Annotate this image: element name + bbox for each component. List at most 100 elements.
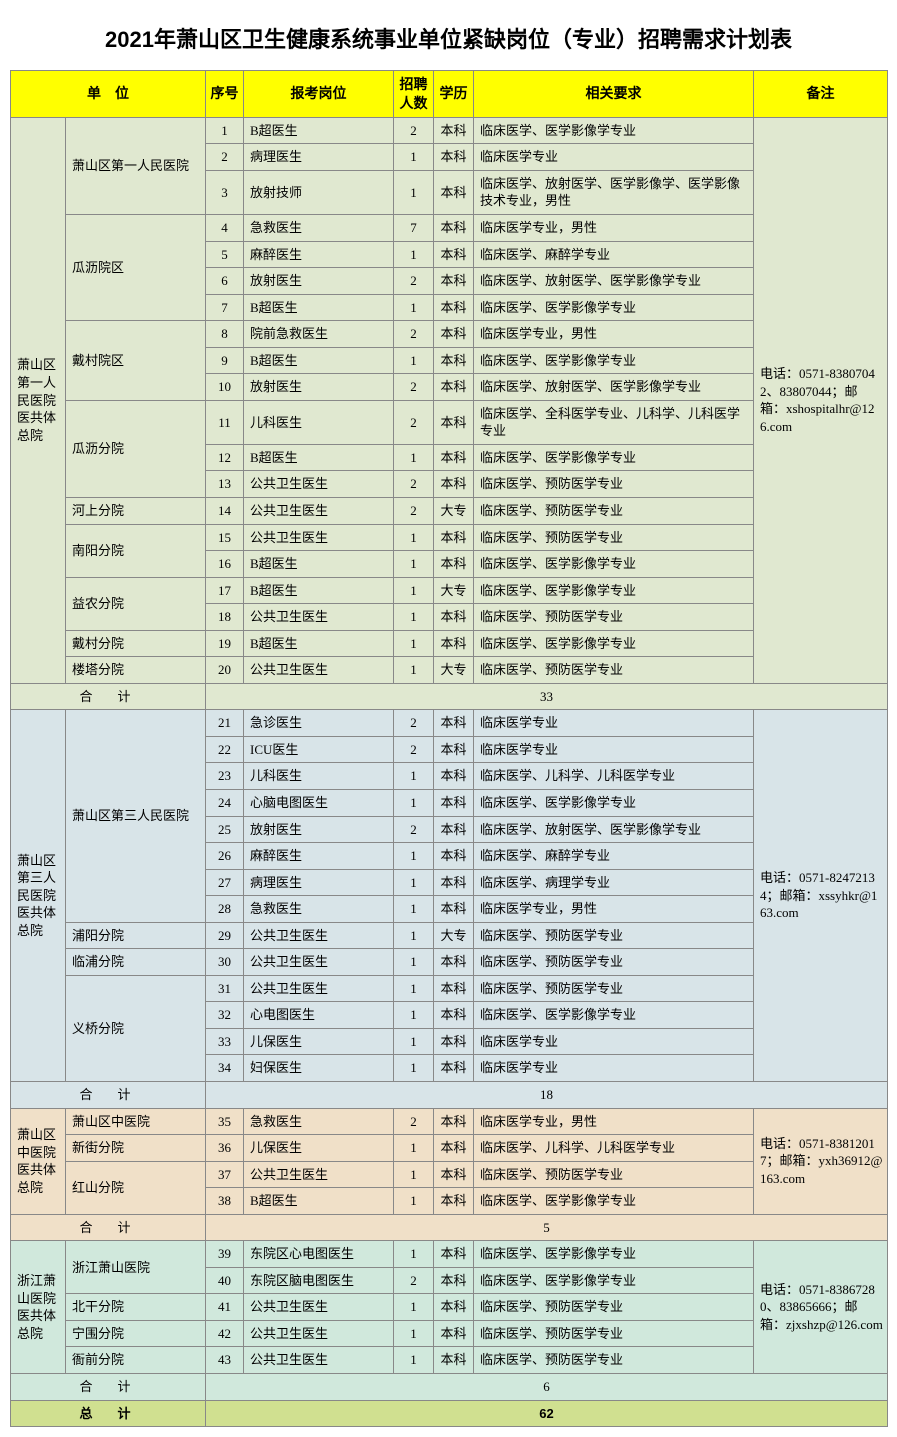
- edu-cell: 本科: [434, 1188, 474, 1215]
- no-cell: 3: [206, 170, 244, 214]
- num-cell: 1: [394, 1002, 434, 1029]
- position-cell: 急救医生: [244, 214, 394, 241]
- req-cell: 临床医学专业，男性: [474, 321, 754, 348]
- no-cell: 19: [206, 630, 244, 657]
- req-cell: 临床医学、预防医学专业: [474, 497, 754, 524]
- note-cell: 电话：0571-83812017；邮箱：yxh36912@163.com: [754, 1108, 888, 1214]
- num-cell: 2: [394, 321, 434, 348]
- edu-cell: 本科: [434, 1161, 474, 1188]
- unit2-cell: 北干分院: [66, 1294, 206, 1321]
- no-cell: 11: [206, 400, 244, 444]
- position-cell: 心电图医生: [244, 1002, 394, 1029]
- position-cell: 东院区脑电图医生: [244, 1267, 394, 1294]
- num-cell: 1: [394, 869, 434, 896]
- num-cell: 1: [394, 922, 434, 949]
- edu-cell: 大专: [434, 577, 474, 604]
- req-cell: 临床医学、医学影像学专业: [474, 294, 754, 321]
- no-cell: 14: [206, 497, 244, 524]
- no-cell: 21: [206, 710, 244, 737]
- unit1-cell: 萧山区第一人民医院医共体总院: [11, 117, 66, 683]
- num-cell: 1: [394, 144, 434, 171]
- req-cell: 临床医学专业，男性: [474, 214, 754, 241]
- unit2-cell: 益农分院: [66, 577, 206, 630]
- num-cell: 1: [394, 949, 434, 976]
- grand-total-value: 62: [206, 1400, 888, 1427]
- subtotal-row: 合 计6: [11, 1374, 888, 1401]
- unit2-cell: 新街分院: [66, 1135, 206, 1162]
- unit2-cell: 萧山区中医院: [66, 1108, 206, 1135]
- num-cell: 1: [394, 1241, 434, 1268]
- num-cell: 1: [394, 790, 434, 817]
- edu-cell: 本科: [434, 117, 474, 144]
- position-cell: 放射医生: [244, 374, 394, 401]
- no-cell: 8: [206, 321, 244, 348]
- num-cell: 2: [394, 374, 434, 401]
- req-cell: 临床医学、放射医学、医学影像学专业: [474, 816, 754, 843]
- unit2-cell: 南阳分院: [66, 524, 206, 577]
- num-cell: 7: [394, 214, 434, 241]
- no-cell: 36: [206, 1135, 244, 1162]
- edu-cell: 本科: [434, 524, 474, 551]
- req-cell: 临床医学、医学影像学专业: [474, 790, 754, 817]
- no-cell: 42: [206, 1320, 244, 1347]
- num-cell: 1: [394, 1320, 434, 1347]
- edu-cell: 本科: [434, 949, 474, 976]
- note-cell: 电话：0571-83867280、83865666；邮箱：zjxshzp@126…: [754, 1241, 888, 1374]
- unit2-cell: 萧山区第三人民医院: [66, 710, 206, 922]
- subtotal-value: 6: [206, 1374, 888, 1401]
- edu-cell: 本科: [434, 400, 474, 444]
- unit2-cell: 浙江萧山医院: [66, 1241, 206, 1294]
- unit2-cell: 衙前分院: [66, 1347, 206, 1374]
- no-cell: 25: [206, 816, 244, 843]
- no-cell: 2: [206, 144, 244, 171]
- req-cell: 临床医学、病理学专业: [474, 869, 754, 896]
- num-cell: 1: [394, 975, 434, 1002]
- table-row: 萧山区第一人民医院医共体总院萧山区第一人民医院1B超医生2本科临床医学、医学影像…: [11, 117, 888, 144]
- edu-cell: 本科: [434, 444, 474, 471]
- position-cell: B超医生: [244, 294, 394, 321]
- edu-cell: 本科: [434, 1241, 474, 1268]
- req-cell: 临床医学、医学影像学专业: [474, 117, 754, 144]
- req-cell: 临床医学专业: [474, 736, 754, 763]
- no-cell: 35: [206, 1108, 244, 1135]
- position-cell: 妇保医生: [244, 1055, 394, 1082]
- no-cell: 37: [206, 1161, 244, 1188]
- no-cell: 16: [206, 551, 244, 578]
- no-cell: 13: [206, 471, 244, 498]
- edu-cell: 本科: [434, 1028, 474, 1055]
- num-cell: 2: [394, 710, 434, 737]
- req-cell: 临床医学、医学影像学专业: [474, 630, 754, 657]
- position-cell: B超医生: [244, 577, 394, 604]
- subtotal-label: 合 计: [11, 1214, 206, 1241]
- no-cell: 24: [206, 790, 244, 817]
- req-cell: 临床医学专业，男性: [474, 1108, 754, 1135]
- num-cell: 1: [394, 657, 434, 684]
- req-cell: 临床医学、全科医学专业、儿科学、儿科医学专业: [474, 400, 754, 444]
- num-cell: 1: [394, 843, 434, 870]
- edu-cell: 本科: [434, 170, 474, 214]
- req-cell: 临床医学专业: [474, 1028, 754, 1055]
- position-cell: 公共卫生医生: [244, 949, 394, 976]
- num-cell: 2: [394, 736, 434, 763]
- req-cell: 临床医学、麻醉学专业: [474, 843, 754, 870]
- edu-cell: 本科: [434, 763, 474, 790]
- position-cell: B超医生: [244, 630, 394, 657]
- no-cell: 27: [206, 869, 244, 896]
- req-cell: 临床医学、放射医学、医学影像学专业: [474, 374, 754, 401]
- num-cell: 1: [394, 896, 434, 923]
- edu-cell: 大专: [434, 497, 474, 524]
- no-cell: 20: [206, 657, 244, 684]
- req-cell: 临床医学、预防医学专业: [474, 922, 754, 949]
- position-cell: B超医生: [244, 347, 394, 374]
- edu-cell: 大专: [434, 922, 474, 949]
- subtotal-row: 合 计5: [11, 1214, 888, 1241]
- edu-cell: 本科: [434, 1135, 474, 1162]
- no-cell: 32: [206, 1002, 244, 1029]
- position-cell: 儿保医生: [244, 1028, 394, 1055]
- num-cell: 1: [394, 444, 434, 471]
- edu-cell: 本科: [434, 975, 474, 1002]
- edu-cell: 本科: [434, 604, 474, 631]
- position-cell: 公共卫生医生: [244, 1294, 394, 1321]
- position-cell: 儿科医生: [244, 400, 394, 444]
- num-cell: 1: [394, 763, 434, 790]
